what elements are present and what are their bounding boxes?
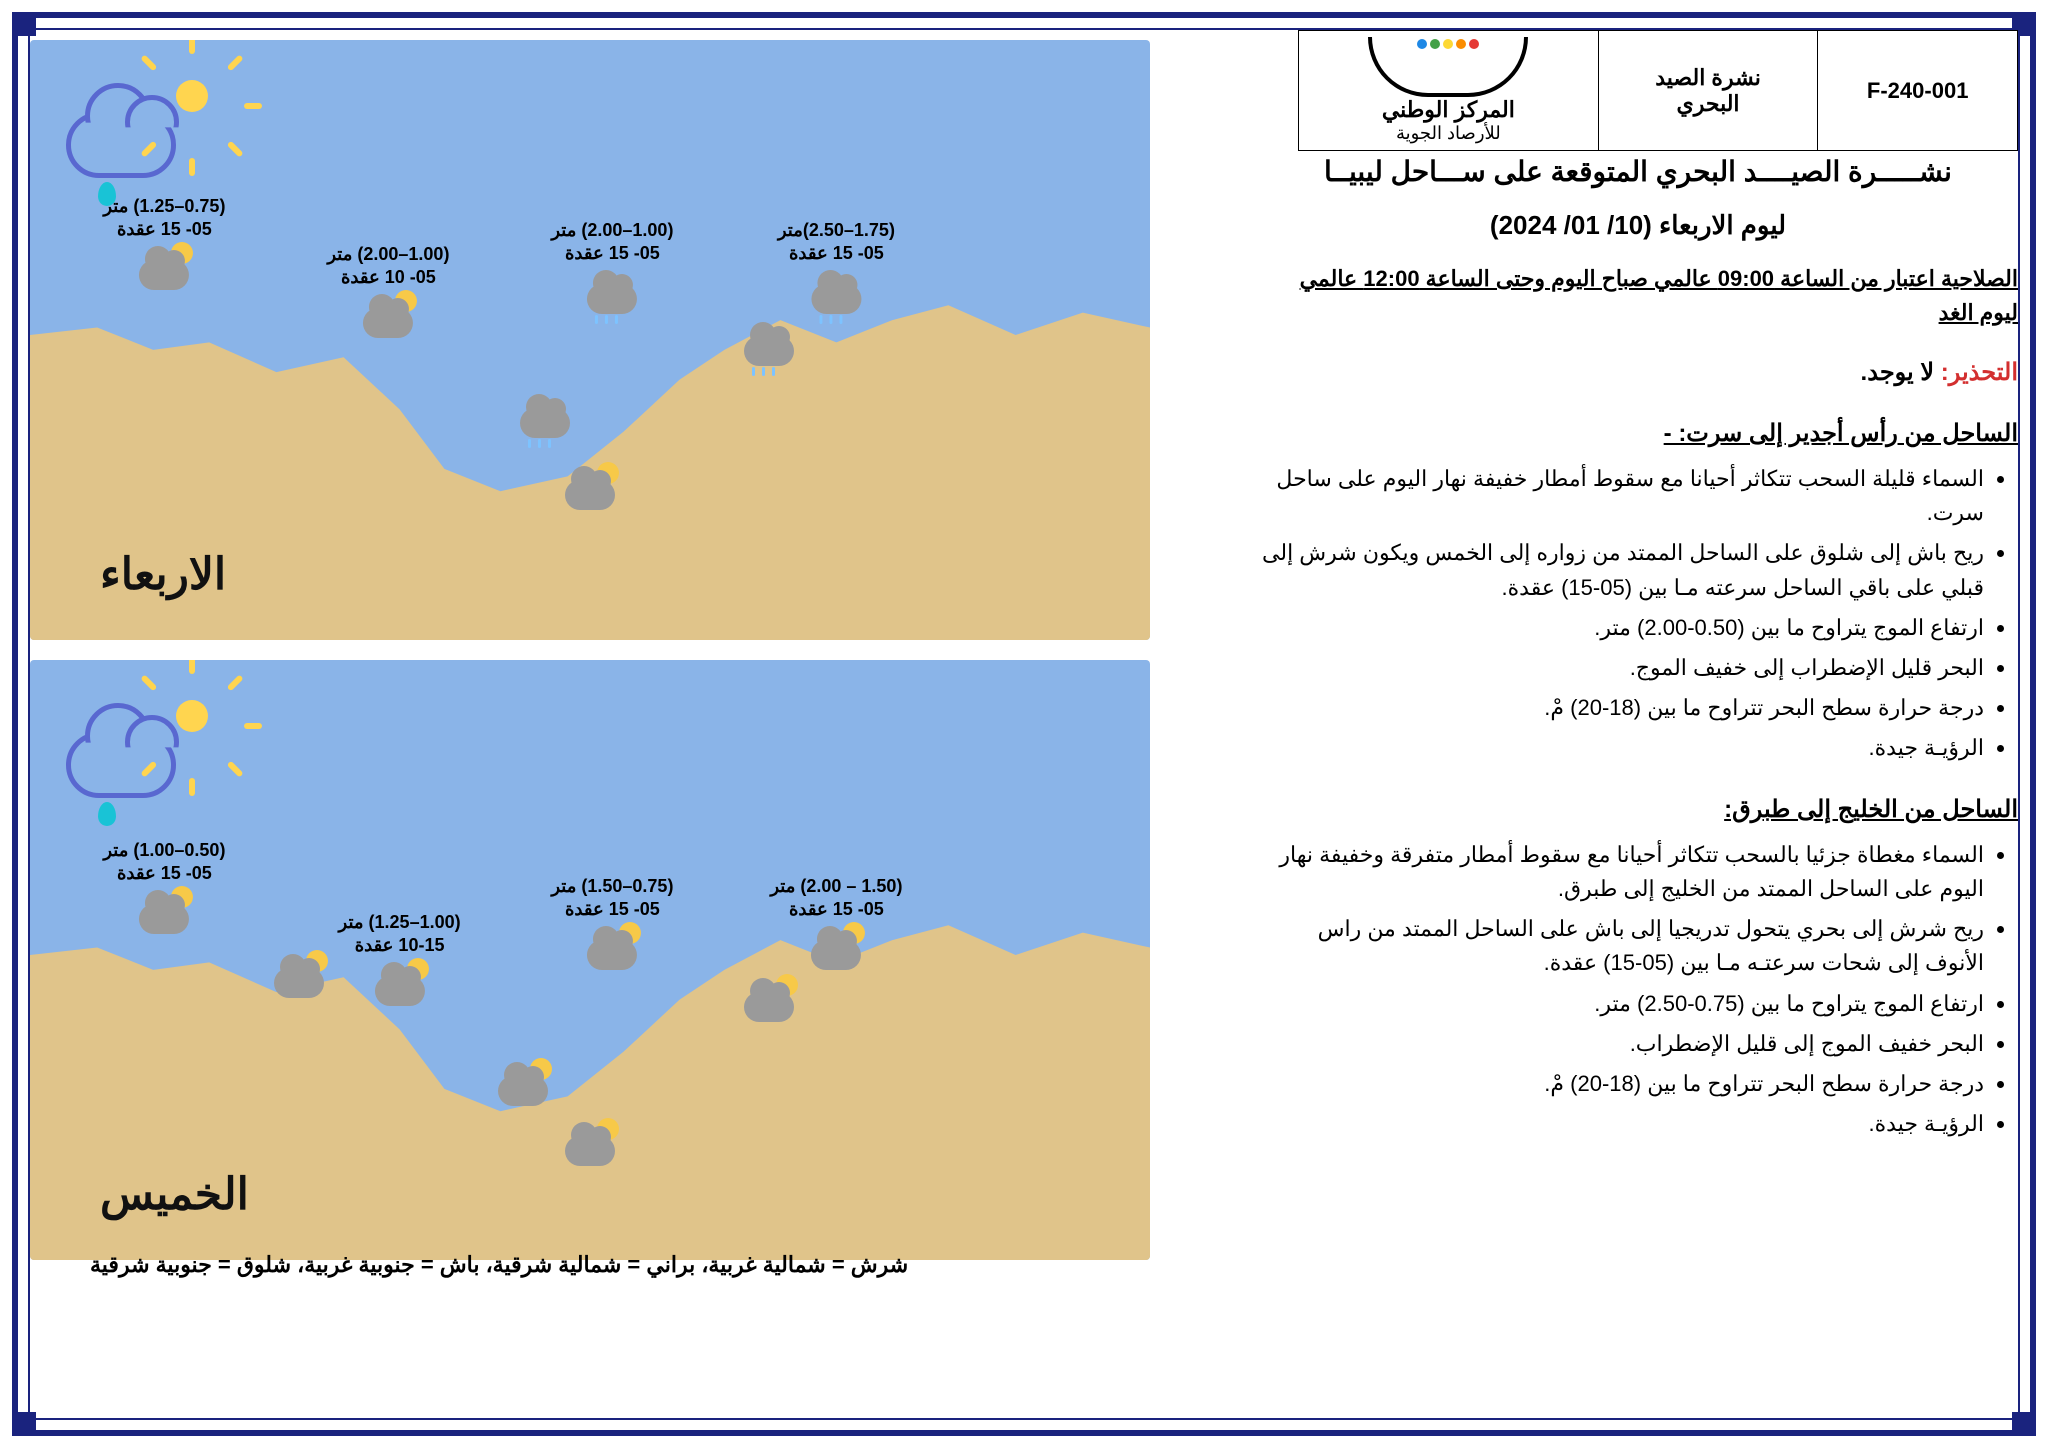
bullet-item: ارتفاع الموج يتراوح ما بين (0.50-2.00) م… (1258, 611, 1984, 645)
validity-line: الصلاحية اعتبار من الساعة 09:00 عالمي صب… (1258, 262, 2018, 330)
section1-list: السماء قليلة السحب تتكاثر أحيانا مع سقوط… (1258, 462, 2018, 765)
forecast-spot: (1.00–2.00) متر05- 10 عقدة (327, 244, 449, 342)
section1-head: الساحل من رأس أجدير إلى سرت: - (1258, 415, 2018, 452)
partly-cloudy-icon (559, 464, 621, 514)
forecast-spot: (1.50 – 2.00) متر05- 15 عقدة (770, 876, 902, 974)
bullet-item: البحر خفيف الموج إلى قليل الإضطراب. (1258, 1027, 1984, 1061)
forecast-extra-icon (559, 460, 621, 514)
bullet-item: درجة حرارة سطح البحر تتراوح ما بين (18-2… (1258, 691, 1984, 725)
wind-speed: 05- 15 عقدة (551, 899, 673, 920)
day-label: الخميس (100, 1169, 249, 1220)
org-cell: المركز الوطني للأرصاد الجوية (1299, 31, 1599, 151)
doc-code: F-240-001 (1818, 31, 2018, 151)
wind-speed: 05- 15 عقدة (770, 899, 902, 920)
wave-height: (1.00–2.00) متر (327, 244, 449, 265)
partly-cloudy-icon (805, 924, 867, 974)
bullet-item: درجة حرارة سطح البحر تتراوح ما بين (18-2… (1258, 1067, 1984, 1101)
wind-speed: 05- 15 عقدة (103, 863, 225, 884)
doc-title: نشرة الصيد البحري (1598, 31, 1818, 151)
forecast-extra-icon (268, 948, 330, 1002)
day-label: الاربعاء (100, 549, 226, 600)
wind-speed: 05- 15 عقدة (103, 219, 225, 240)
date-line: ليوم الاربعاء (10/ 01/ 2024) (1258, 205, 2018, 245)
rain-cloud-icon (805, 268, 867, 318)
wave-height: (1.00–1.25) متر (339, 912, 461, 933)
logo-dot (1456, 39, 1466, 49)
forecast-spot: (1.75–2.50)متر05- 15 عقدة (778, 220, 895, 318)
partly-cloudy-icon (738, 976, 800, 1026)
logo-dot (1469, 39, 1479, 49)
forecast-extra-icon (514, 388, 576, 442)
forecast-map: الاربعاء(1.75–2.50)متر05- 15 عقدة(1.00–2… (30, 40, 1150, 640)
partly-cloudy-icon (492, 1060, 554, 1110)
bullet-item: ارتفاع الموج يتراوح ما بين (0.75-2.50) م… (1258, 987, 1984, 1021)
forecast-spot: (0.75–1.25) متر05- 15 عقدة (103, 196, 225, 294)
partly-cloudy-icon (268, 952, 330, 1002)
bullet-item: السماء مغطاة جزئيا بالسحب تتكاثر أحيانا … (1258, 838, 1984, 906)
section2-list: السماء مغطاة جزئيا بالسحب تتكاثر أحيانا … (1258, 838, 2018, 1141)
forecast-extra-icon (559, 1116, 621, 1170)
forecast-map: الخميس(1.50 – 2.00) متر05- 15 عقدة(0.75–… (30, 660, 1150, 1260)
logo-icon (1368, 37, 1528, 97)
wave-height: (0.75–1.50) متر (551, 876, 673, 897)
wind-speed: 10-15 عقدة (339, 935, 461, 956)
doc-title-l2: البحري (1677, 91, 1740, 116)
doc-title-l1: نشرة الصيد (1655, 65, 1761, 90)
partly-cloudy-icon (581, 924, 643, 974)
partly-cloudy-icon (133, 888, 195, 938)
rain-cloud-icon (514, 392, 576, 442)
partly-cloudy-icon (369, 960, 431, 1010)
partly-cloudy-icon (559, 1120, 621, 1170)
forecast-extra-icon (738, 316, 800, 370)
forecast-spot: (0.50–1.00) متر05- 15 عقدة (103, 840, 225, 938)
forecast-spot: (1.00–1.25) متر10-15 عقدة (339, 912, 461, 1010)
wave-height: (1.75–2.50)متر (778, 220, 895, 241)
forecast-hero-icon (60, 60, 230, 200)
partly-cloudy-icon (133, 244, 195, 294)
wind-speed: 05- 10 عقدة (327, 267, 449, 288)
maps-column: الاربعاء(1.75–2.50)متر05- 15 عقدة(1.00–2… (30, 40, 1150, 1280)
warning-label: التحذير: (1941, 359, 2018, 386)
org-line2: للأرصاد الجوية (1313, 123, 1584, 144)
wave-height: (0.50–1.00) متر (103, 840, 225, 861)
wave-height: (1.50 – 2.00) متر (770, 876, 902, 897)
forecast-hero-icon (60, 680, 230, 820)
bullet-item: السماء قليلة السحب تتكاثر أحيانا مع سقوط… (1258, 462, 1984, 530)
partly-cloudy-icon (357, 292, 419, 342)
wave-height: (1.00–2.00) متر (551, 220, 673, 241)
logo-dot (1417, 39, 1427, 49)
main-title: نشـــــرة الصيــــد البحري المتوقعة على … (1258, 150, 2018, 193)
forecast-extra-icon (738, 972, 800, 1026)
bullet-item: ريح باش إلى شلوق على الساحل الممتد من زو… (1258, 536, 1984, 604)
bullet-item: البحر قليل الإضطراب إلى خفيف الموج. (1258, 651, 1984, 685)
bullet-item: الرؤيـة جيدة. (1258, 731, 1984, 765)
forecast-extra-icon (492, 1056, 554, 1110)
bullet-item: ريح شرش إلى بحري يتحول تدريجيا إلى باش ع… (1258, 912, 1984, 980)
wind-legend: شرش = شمالية غربية، براني = شمالية شرقية… (90, 1252, 908, 1278)
logo-dot (1430, 39, 1440, 49)
forecast-spot: (0.75–1.50) متر05- 15 عقدة (551, 876, 673, 974)
outer-frame: F-240-001 نشرة الصيد البحري المركز الوطن… (12, 12, 2036, 1436)
logo-dot (1443, 39, 1453, 49)
forecast-spot: (1.00–2.00) متر05- 15 عقدة (551, 220, 673, 318)
section2-head: الساحل من الخليج إلى طبرق: (1258, 791, 2018, 828)
header-table: F-240-001 نشرة الصيد البحري المركز الوطن… (1298, 30, 2018, 151)
warning-text: لا يوجد. (1861, 359, 1935, 386)
text-column: نشـــــرة الصيــــد البحري المتوقعة على … (1258, 150, 2018, 1147)
rain-cloud-icon (581, 268, 643, 318)
wind-speed: 05- 15 عقدة (551, 243, 673, 264)
org-line1: المركز الوطني (1313, 97, 1584, 123)
bullet-item: الرؤيـة جيدة. (1258, 1107, 1984, 1141)
wave-height: (0.75–1.25) متر (103, 196, 225, 217)
rain-cloud-icon (738, 320, 800, 370)
warning-line: التحذير: لا يوجد. (1258, 354, 2018, 391)
wind-speed: 05- 15 عقدة (778, 243, 895, 264)
inner-frame: F-240-001 نشرة الصيد البحري المركز الوطن… (28, 28, 2020, 1420)
